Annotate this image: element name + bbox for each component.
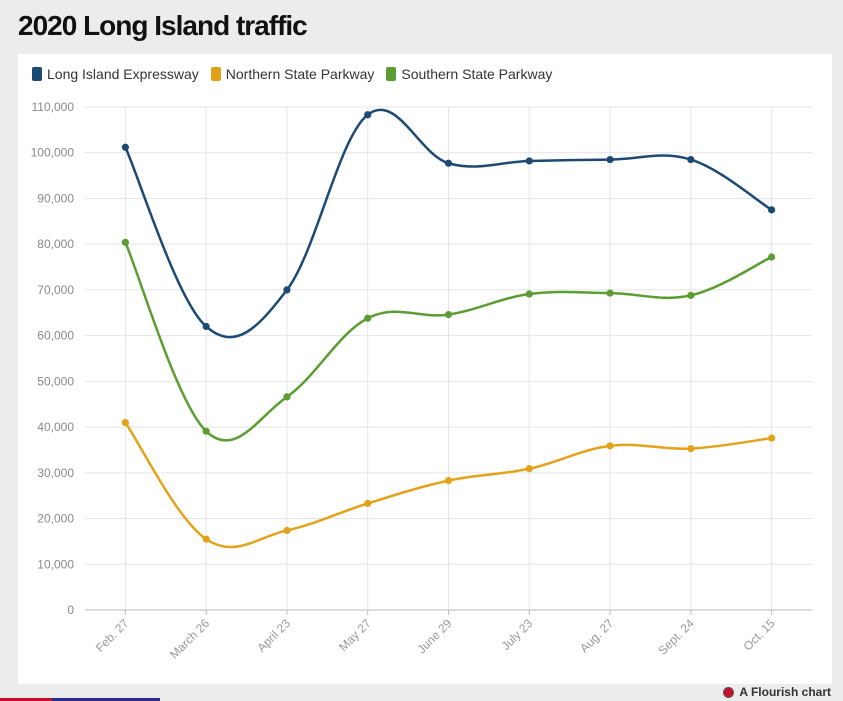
line-chart: 0 10,000 20,000 30,000 40,000 50,000 60,000 70,… bbox=[31, 100, 812, 662]
series-line bbox=[124, 421, 772, 549]
flourish-credit[interactable]: A Flourish chart bbox=[723, 685, 831, 699]
legend-item[interactable]: Long Island Expressway bbox=[32, 66, 199, 82]
data-point bbox=[121, 418, 129, 427]
data-point bbox=[768, 206, 776, 214]
data-point bbox=[606, 155, 614, 164]
data-point bbox=[283, 526, 291, 535]
chart-title: 2020 Long Island traffic bbox=[18, 10, 308, 41]
y-tick-label: 90,000 bbox=[37, 191, 74, 205]
data-point bbox=[444, 159, 453, 167]
x-tick-label: June 29 bbox=[415, 616, 455, 656]
legend-swatch bbox=[32, 67, 42, 81]
data-point bbox=[202, 535, 210, 543]
data-point bbox=[687, 155, 695, 164]
x-tick-label: July 23 bbox=[499, 616, 536, 653]
y-tick-label: 60,000 bbox=[37, 329, 74, 343]
x-tick-label: Sept. 24 bbox=[655, 616, 697, 658]
flourish-logo-icon bbox=[723, 686, 735, 698]
data-point bbox=[121, 238, 129, 246]
legend-label: Long Island Expressway bbox=[47, 66, 199, 82]
legend: Long Island Expressway Northern State Par… bbox=[32, 66, 552, 82]
y-tick-label: 20,000 bbox=[37, 512, 74, 526]
y-tick-label: 50,000 bbox=[37, 374, 74, 388]
data-point bbox=[525, 157, 533, 165]
data-point bbox=[768, 253, 776, 261]
data-point bbox=[525, 465, 533, 473]
y-tick-label: 80,000 bbox=[37, 237, 74, 251]
x-tick-label: May 27 bbox=[336, 616, 374, 654]
legend-label: Northern State Parkway bbox=[225, 66, 375, 82]
data-point bbox=[364, 499, 372, 508]
y-tick-label: 30,000 bbox=[37, 466, 74, 480]
legend-label: Southern State Parkway bbox=[401, 66, 553, 82]
y-tick-label: 40,000 bbox=[37, 420, 74, 434]
chart-card: 0 10,000 20,000 30,000 40,000 50,000 60,000 70,… bbox=[18, 54, 832, 684]
x-tick-label: Oct. 15 bbox=[740, 616, 777, 653]
data-point bbox=[687, 444, 695, 453]
y-tick-label: 100,000 bbox=[31, 146, 75, 160]
data-point bbox=[525, 290, 533, 298]
x-tick-label: March 26 bbox=[167, 616, 213, 662]
y-tick-label: 10,000 bbox=[37, 557, 74, 571]
data-point bbox=[768, 434, 776, 442]
legend-swatch bbox=[210, 67, 221, 81]
data-point bbox=[121, 143, 129, 151]
data-point bbox=[606, 289, 614, 297]
data-point bbox=[444, 311, 453, 319]
data-point bbox=[606, 442, 614, 450]
bottom-accent-bar bbox=[0, 698, 160, 701]
data-point bbox=[444, 476, 453, 485]
data-point bbox=[283, 393, 291, 401]
y-tick-label: 110,000 bbox=[32, 100, 75, 114]
x-tick-label: Feb. 27 bbox=[93, 616, 132, 655]
data-point bbox=[202, 322, 210, 331]
flourish-credit-label: A Flourish chart bbox=[739, 685, 831, 699]
data-point bbox=[687, 291, 695, 299]
data-point bbox=[364, 111, 372, 119]
x-tick-label: April 23 bbox=[254, 616, 293, 655]
y-tick-label: 0 bbox=[67, 603, 74, 617]
legend-swatch bbox=[386, 67, 397, 81]
legend-item[interactable]: Southern State Parkway bbox=[386, 66, 552, 82]
data-point bbox=[283, 286, 291, 294]
data-point bbox=[364, 314, 372, 322]
legend-item[interactable]: Northern State Parkway bbox=[210, 66, 375, 82]
data-point bbox=[202, 427, 210, 435]
y-tick-label: 70,000 bbox=[37, 283, 74, 297]
x-tick-label: Aug. 27 bbox=[577, 616, 616, 655]
